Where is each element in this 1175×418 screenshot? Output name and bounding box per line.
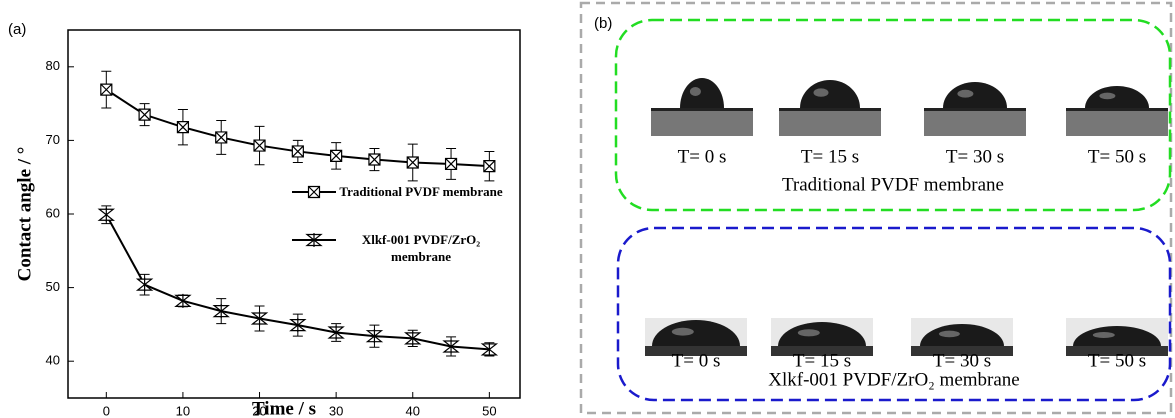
x-tick-label: 0 [103,403,110,418]
droplet-highlight [690,87,701,96]
marker [177,122,188,133]
marker [407,157,418,168]
droplet-highlight [939,331,960,338]
x-tick-label: 40 [406,403,420,418]
membrane-strip [1066,108,1168,136]
panel-label: (a) [8,21,26,38]
droplet-highlight [1099,93,1115,100]
x-tick-label: 50 [482,403,496,418]
legend-text-box: Xlkf-001 PVDF/ZrO₂ membrane [336,231,516,271]
droplet-highlight [814,88,829,96]
x-tick-label: 30 [329,403,343,418]
marker [139,109,150,120]
droplet-highlight [957,90,973,98]
time-label: T= 0 s [672,350,721,371]
marker [292,146,303,157]
marker [101,84,112,95]
y-tick-label: 50 [46,279,60,294]
droplet-highlight [798,329,820,336]
marker [309,187,320,198]
marker [99,208,113,222]
membrane-top [1066,108,1168,111]
legend-text-box: Traditional PVDF membrane [336,183,516,223]
membrane-top [779,108,881,111]
y-tick-label: 40 [46,353,60,368]
time-label: T= 15 s [793,350,851,371]
membrane-strip [779,108,881,136]
time-label: T= 30 s [946,146,1004,167]
time-label: T= 50 s [1088,350,1146,371]
time-label: T= 50 s [1088,146,1146,167]
marker [176,294,190,308]
page: {"chart_data": {"type": "line", "panel_l… [0,0,1175,418]
group-title: Traditional PVDF membrane [782,174,1004,195]
marker [369,154,380,165]
membrane-top [924,108,1026,111]
y-axis-title: Contact angle / ° [14,147,35,282]
y-tick-label: 80 [46,58,60,73]
panel-label: (b) [594,15,612,32]
marker [331,150,342,161]
droplet-highlight [672,328,694,336]
figure: (a) Time / s Contact angle / ° (b) 01020… [0,0,1175,418]
x-tick-label: 10 [176,403,190,418]
membrane-top [651,108,753,111]
time-label: T= 0 s [678,146,727,167]
marker [254,140,265,151]
marker [216,132,227,143]
marker [446,158,457,169]
x-tick-label: 20 [252,403,266,418]
legend-label: Traditional PVDF membrane [336,183,506,200]
membrane-strip [924,108,1026,136]
marker [138,278,152,292]
membrane-strip [651,108,753,136]
y-tick-label: 60 [46,205,60,220]
group-title: Xlkf-001 PVDF/ZrO₂ membrane [768,369,1019,390]
y-tick-label: 70 [46,132,60,147]
marker [484,161,495,172]
legend-label: Xlkf-001 PVDF/ZrO₂ membrane [336,231,506,265]
droplet-highlight [1093,332,1115,338]
time-label: T= 30 s [933,350,991,371]
time-label: T= 15 s [801,146,859,167]
